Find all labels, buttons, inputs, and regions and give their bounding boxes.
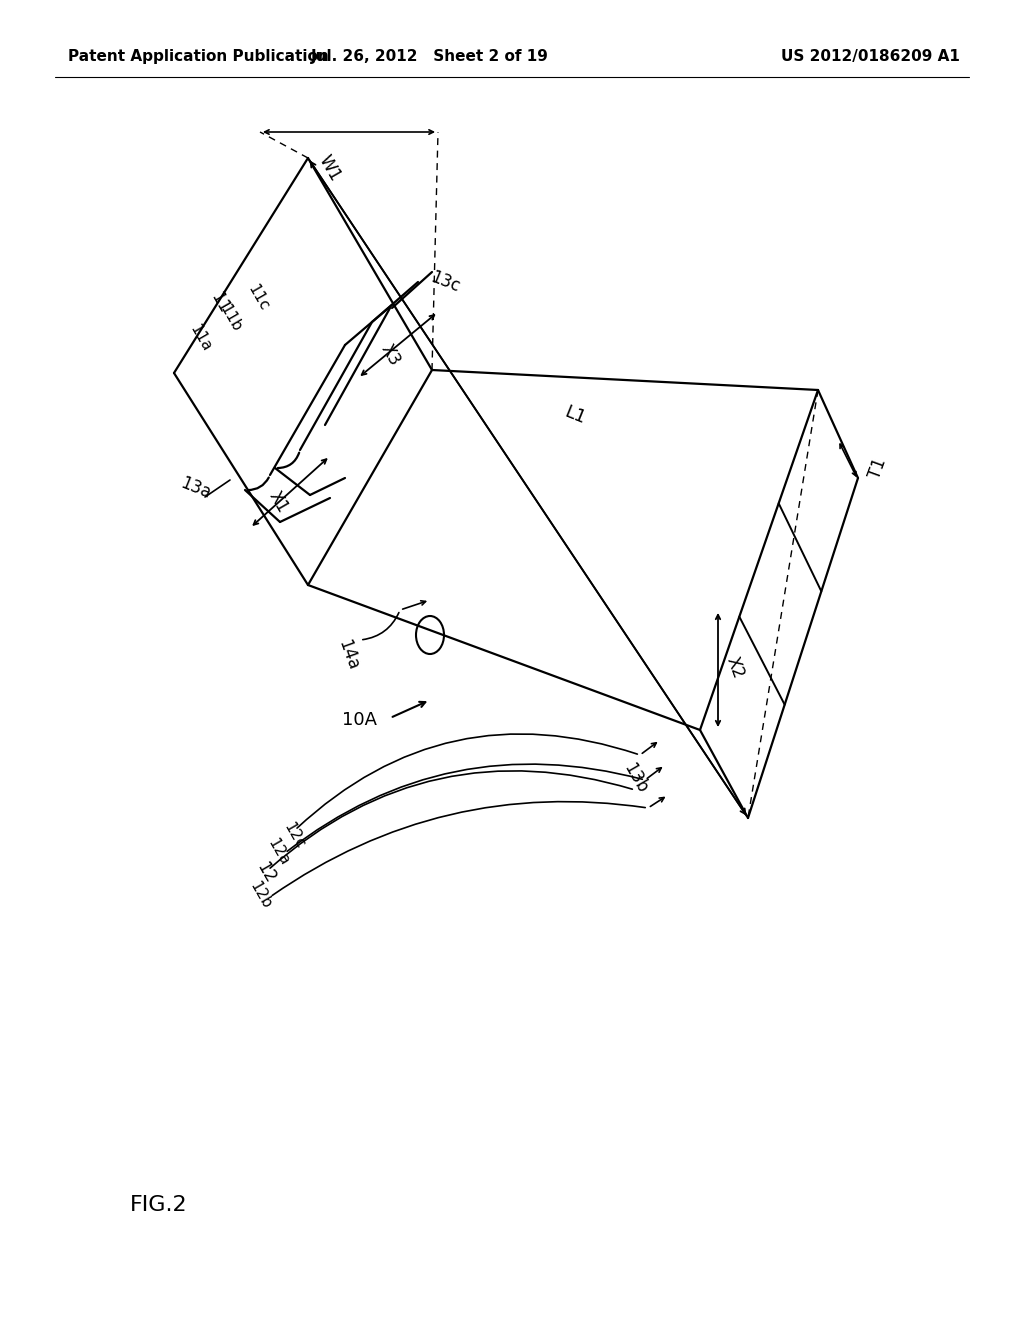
Text: 10A: 10A — [342, 711, 378, 729]
Text: 12b: 12b — [246, 879, 273, 911]
Text: 11b: 11b — [216, 302, 244, 334]
Text: X1: X1 — [265, 488, 291, 516]
Text: Patent Application Publication: Patent Application Publication — [68, 49, 329, 65]
Text: L1: L1 — [562, 403, 588, 428]
Text: X2: X2 — [723, 655, 748, 681]
Text: 14a: 14a — [334, 638, 361, 673]
Text: 12: 12 — [253, 859, 280, 887]
Text: 11c: 11c — [245, 282, 271, 314]
Text: 12c: 12c — [281, 820, 307, 851]
Text: T1: T1 — [866, 455, 890, 480]
Text: 11: 11 — [207, 289, 233, 317]
Text: FIG.2: FIG.2 — [130, 1195, 187, 1214]
Text: 13c: 13c — [428, 268, 463, 296]
Text: 12a: 12a — [264, 836, 292, 869]
Text: 11a: 11a — [186, 322, 214, 354]
Text: Jul. 26, 2012   Sheet 2 of 19: Jul. 26, 2012 Sheet 2 of 19 — [311, 49, 549, 65]
Text: US 2012/0186209 A1: US 2012/0186209 A1 — [780, 49, 959, 65]
Text: 13a: 13a — [178, 474, 214, 502]
Text: W1: W1 — [315, 152, 344, 185]
Text: X3: X3 — [377, 341, 403, 370]
Text: 13b: 13b — [620, 760, 650, 796]
